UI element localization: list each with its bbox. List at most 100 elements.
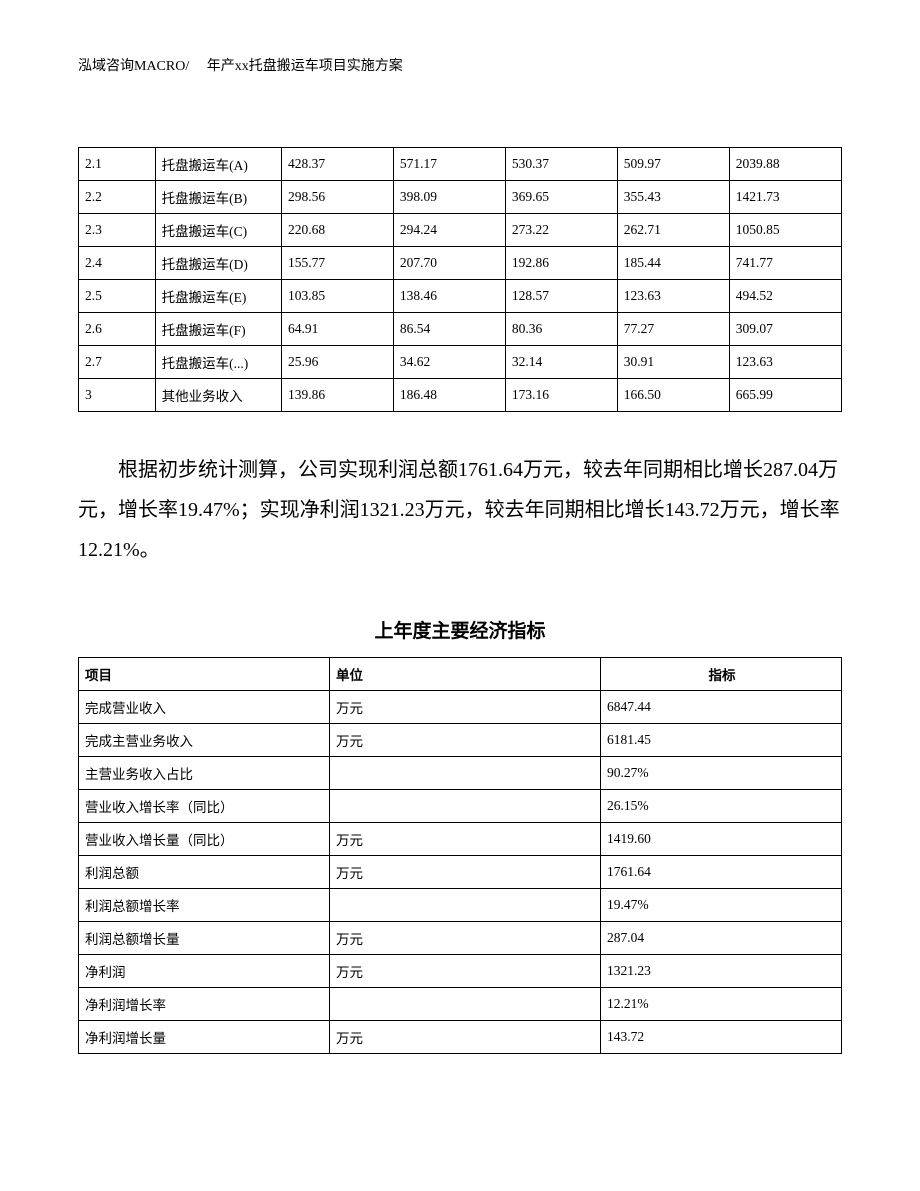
table2-head: 项目 单位 指标 [79, 658, 842, 691]
cell: 355.43 [617, 181, 729, 214]
cell: 托盘搬运车(B) [155, 181, 281, 214]
cell: 净利润 [79, 955, 330, 988]
cell: 571.17 [393, 148, 505, 181]
cell: 138.46 [393, 280, 505, 313]
cell: 利润总额增长率 [79, 889, 330, 922]
cell: 80.36 [505, 313, 617, 346]
page-header: 泓域咨询MACRO/ 年产xx托盘搬运车项目实施方案 [78, 55, 842, 75]
cell: 273.22 [505, 214, 617, 247]
cell: 1050.85 [729, 214, 841, 247]
cell: 262.71 [617, 214, 729, 247]
cell: 428.37 [282, 148, 394, 181]
table-row: 营业收入增长量（同比） 万元 1419.60 [79, 823, 842, 856]
cell: 利润总额增长量 [79, 922, 330, 955]
cell: 128.57 [505, 280, 617, 313]
cell: 30.91 [617, 346, 729, 379]
cell: 万元 [330, 955, 601, 988]
table1-body: 2.1 托盘搬运车(A) 428.37 571.17 530.37 509.97… [79, 148, 842, 412]
cell: 369.65 [505, 181, 617, 214]
cell: 19.47% [601, 889, 842, 922]
cell: 万元 [330, 1021, 601, 1054]
table-row: 3 其他业务收入 139.86 186.48 173.16 166.50 665… [79, 379, 842, 412]
document-page: 泓域咨询MACRO/ 年产xx托盘搬运车项目实施方案 2.1 托盘搬运车(A) … [0, 0, 920, 1109]
cell: 托盘搬运车(E) [155, 280, 281, 313]
cell: 万元 [330, 922, 601, 955]
table-header-row: 项目 单位 指标 [79, 658, 842, 691]
cell: 万元 [330, 856, 601, 889]
cell: 托盘搬运车(A) [155, 148, 281, 181]
table-row: 净利润增长率 12.21% [79, 988, 842, 1021]
cell: 托盘搬运车(...) [155, 346, 281, 379]
cell: 2.2 [79, 181, 156, 214]
cell: 3 [79, 379, 156, 412]
cell [330, 757, 601, 790]
cell: 665.99 [729, 379, 841, 412]
cell: 2.3 [79, 214, 156, 247]
cell [330, 790, 601, 823]
cell: 294.24 [393, 214, 505, 247]
cell: 741.77 [729, 247, 841, 280]
cell: 143.72 [601, 1021, 842, 1054]
cell: 2039.88 [729, 148, 841, 181]
cell: 155.77 [282, 247, 394, 280]
cell: 139.86 [282, 379, 394, 412]
cell: 万元 [330, 724, 601, 757]
table-row: 主营业务收入占比 90.27% [79, 757, 842, 790]
cell: 90.27% [601, 757, 842, 790]
analysis-paragraph: 根据初步统计测算，公司实现利润总额1761.64万元，较去年同期相比增长287.… [78, 450, 842, 570]
table-row: 利润总额增长率 19.47% [79, 889, 842, 922]
table-row: 营业收入增长率（同比） 26.15% [79, 790, 842, 823]
cell: 2.7 [79, 346, 156, 379]
cell: 64.91 [282, 313, 394, 346]
col-header: 指标 [601, 658, 842, 691]
cell: 398.09 [393, 181, 505, 214]
table2-body: 完成营业收入 万元 6847.44 完成主营业务收入 万元 6181.45 主营… [79, 691, 842, 1054]
cell: 287.04 [601, 922, 842, 955]
cell: 净利润增长率 [79, 988, 330, 1021]
table-row: 利润总额 万元 1761.64 [79, 856, 842, 889]
cell: 123.63 [729, 346, 841, 379]
cell: 166.50 [617, 379, 729, 412]
cell: 220.68 [282, 214, 394, 247]
cell: 1761.64 [601, 856, 842, 889]
cell: 309.07 [729, 313, 841, 346]
cell: 192.86 [505, 247, 617, 280]
table-product-revenue: 2.1 托盘搬运车(A) 428.37 571.17 530.37 509.97… [78, 147, 842, 412]
cell: 530.37 [505, 148, 617, 181]
cell: 2.6 [79, 313, 156, 346]
cell: 509.97 [617, 148, 729, 181]
table-row: 利润总额增长量 万元 287.04 [79, 922, 842, 955]
cell: 净利润增长量 [79, 1021, 330, 1054]
cell: 1321.23 [601, 955, 842, 988]
cell: 营业收入增长量（同比） [79, 823, 330, 856]
cell: 298.56 [282, 181, 394, 214]
cell: 185.44 [617, 247, 729, 280]
cell: 利润总额 [79, 856, 330, 889]
cell: 34.62 [393, 346, 505, 379]
cell: 494.52 [729, 280, 841, 313]
cell: 186.48 [393, 379, 505, 412]
table-row: 2.5 托盘搬运车(E) 103.85 138.46 128.57 123.63… [79, 280, 842, 313]
cell: 26.15% [601, 790, 842, 823]
cell: 77.27 [617, 313, 729, 346]
cell: 173.16 [505, 379, 617, 412]
cell: 完成主营业务收入 [79, 724, 330, 757]
table-row: 2.4 托盘搬运车(D) 155.77 207.70 192.86 185.44… [79, 247, 842, 280]
table-row: 2.2 托盘搬运车(B) 298.56 398.09 369.65 355.43… [79, 181, 842, 214]
cell: 207.70 [393, 247, 505, 280]
cell: 12.21% [601, 988, 842, 1021]
cell: 2.4 [79, 247, 156, 280]
cell: 其他业务收入 [155, 379, 281, 412]
col-header: 项目 [79, 658, 330, 691]
cell [330, 988, 601, 1021]
cell: 6181.45 [601, 724, 842, 757]
table2-title: 上年度主要经济指标 [78, 616, 842, 643]
table-row: 净利润增长量 万元 143.72 [79, 1021, 842, 1054]
cell: 主营业务收入占比 [79, 757, 330, 790]
cell: 托盘搬运车(C) [155, 214, 281, 247]
cell: 86.54 [393, 313, 505, 346]
cell: 2.1 [79, 148, 156, 181]
cell: 6847.44 [601, 691, 842, 724]
table-row: 净利润 万元 1321.23 [79, 955, 842, 988]
table-row: 2.1 托盘搬运车(A) 428.37 571.17 530.37 509.97… [79, 148, 842, 181]
